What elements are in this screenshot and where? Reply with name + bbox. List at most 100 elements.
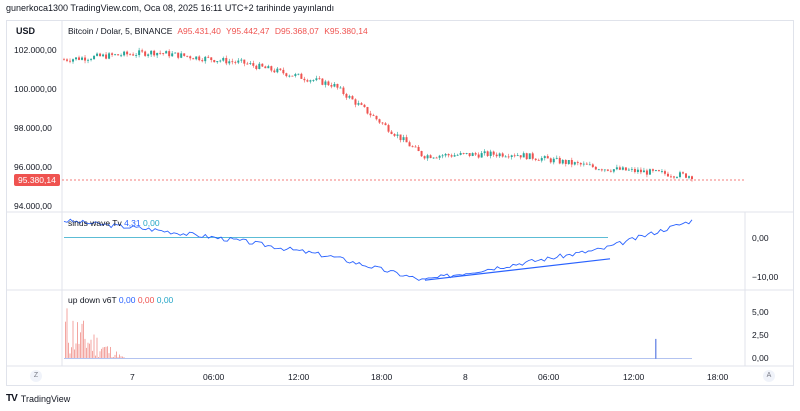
histogram-bar — [107, 346, 108, 359]
candle-body — [123, 51, 126, 56]
histogram-bar — [74, 349, 75, 359]
candle-body — [603, 169, 606, 171]
candle-body — [579, 163, 582, 165]
time-tick: 8 — [463, 372, 468, 382]
time-tick: 12:00 — [288, 372, 310, 382]
candle-body — [444, 154, 447, 156]
candle-body — [402, 137, 405, 141]
candle-body — [162, 53, 165, 55]
candle-body — [192, 58, 195, 60]
footer-brand[interactable]: TV TradingView — [6, 393, 70, 404]
candle-body — [618, 167, 621, 170]
candle-body — [405, 137, 408, 143]
candle-body — [588, 164, 591, 166]
candle-body — [357, 103, 360, 105]
histogram-bar — [87, 342, 89, 359]
candle-body — [171, 53, 174, 57]
candle-body — [681, 172, 684, 174]
candle-body — [84, 57, 87, 61]
candle-body — [573, 162, 576, 165]
candle-body — [645, 170, 648, 175]
histogram-bar — [92, 350, 93, 359]
candle-body — [291, 75, 294, 77]
candle-body — [474, 153, 477, 155]
candle-body — [141, 50, 144, 52]
candle-body — [231, 61, 234, 63]
ohlc-open: A95.431,40 — [177, 26, 221, 36]
chart-frame[interactable] — [6, 20, 794, 386]
histogram-bar — [110, 346, 111, 359]
indicator2-value1: 0,00 — [118, 295, 136, 305]
candle-body — [195, 56, 198, 60]
auto-scale-button-right[interactable]: A — [763, 370, 775, 382]
candle-body — [237, 60, 240, 63]
histogram-bar — [89, 343, 90, 359]
candle-body — [504, 156, 507, 158]
candle-body — [165, 51, 168, 54]
candle-body — [294, 74, 297, 76]
candle-body — [336, 83, 339, 88]
candle-body — [612, 169, 615, 172]
wave-group — [63, 218, 693, 281]
candle-body — [180, 53, 183, 58]
candle-body — [519, 155, 522, 158]
candle-body — [537, 159, 540, 161]
candle-body — [654, 170, 657, 171]
candle-body — [132, 54, 135, 56]
candle-body — [636, 169, 639, 172]
histogram-bar — [102, 347, 104, 359]
candle-body — [429, 155, 432, 159]
candle-body — [489, 151, 492, 156]
indicator1-tick: −10,00 — [752, 272, 779, 282]
candle-body — [495, 154, 498, 157]
candle-body — [252, 63, 255, 66]
histogram-bar — [108, 353, 110, 359]
candle-body — [411, 146, 414, 148]
histogram-bar — [119, 354, 120, 359]
candle-body — [633, 168, 636, 172]
histogram-bar — [69, 353, 71, 359]
time-tick: 12:00 — [623, 372, 645, 382]
histogram-bar — [90, 339, 92, 359]
candle-body — [156, 52, 159, 56]
candle-body — [270, 66, 273, 71]
candle-body — [183, 53, 186, 56]
candle-body — [390, 131, 393, 135]
candle-body — [651, 169, 654, 171]
candle-body — [399, 134, 402, 141]
candle-body — [216, 61, 219, 63]
price-tick: 94.000,00 — [14, 201, 52, 211]
candle-body — [615, 167, 618, 170]
auto-scale-button-left[interactable]: Z — [30, 370, 42, 382]
candle-body — [468, 153, 471, 156]
last-price-badge: 95.380,14 — [14, 174, 60, 186]
candle-body — [600, 169, 603, 171]
candle-body — [465, 153, 468, 154]
candle-body — [345, 93, 348, 98]
histogram-bar — [120, 356, 122, 359]
candle-body — [93, 55, 96, 60]
candle-body — [663, 171, 666, 174]
candle-body — [279, 68, 282, 70]
candle-body — [186, 55, 189, 57]
candle-body — [648, 169, 651, 175]
candle-body — [366, 107, 369, 114]
candle-body — [408, 142, 411, 147]
candle-body — [246, 63, 249, 65]
candle-body — [354, 99, 357, 105]
candle-body — [261, 63, 264, 67]
candles-group — [63, 47, 693, 182]
candle-body — [318, 78, 321, 80]
currency-label[interactable]: USD — [16, 26, 36, 36]
candle-body — [276, 68, 279, 73]
candle-body — [417, 146, 420, 152]
trend-line — [424, 258, 611, 281]
candle-body — [240, 59, 243, 61]
candle-body — [624, 167, 627, 171]
candle-body — [691, 176, 693, 180]
histogram-bar — [71, 347, 72, 359]
candle-body — [543, 156, 546, 159]
candle-body — [630, 168, 633, 170]
histogram-bar — [96, 337, 98, 359]
